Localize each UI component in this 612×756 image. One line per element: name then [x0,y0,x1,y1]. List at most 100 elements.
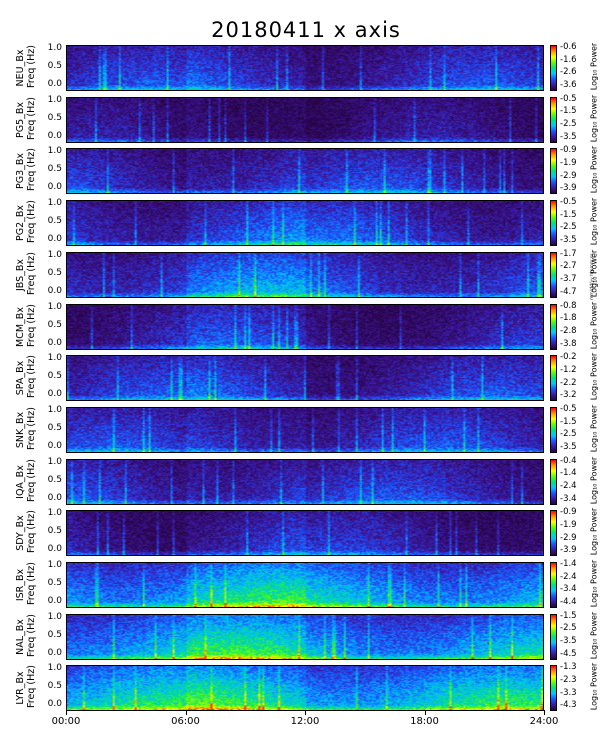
panel-spa: SPA_Bx Freq (Hz) 1.0 0.5 0.0 -0.2 -1.2 -2.2 -3.2… [0,352,612,402]
colorbar-unit: Log₁₀ Power [589,663,599,711]
colorbar-tick-label: -3.4 [560,584,577,595]
panel-lyr: LYR_Bx Freq (Hz) 1.0 0.5 0.0 -1.3 -2.3 -3.3 -4.3… [0,662,612,712]
freq-tick-label: 0.0 [47,440,62,451]
freq-ticks: 1.0 0.5 0.0 [30,249,62,298]
freq-tick-label: 0.0 [47,647,62,658]
colorbar-tick-label: -0.5 [560,93,577,104]
panel-mcm: MCM_Bx Freq (Hz) 1.0 0.5 0.0 -0.8 -1.8 -2.8 -3.8… [0,300,612,350]
colorbar-tick-label: -2.9 [560,532,577,543]
colorbar-tick-label: -3.9 [560,183,577,194]
spectrogram-image [67,149,543,194]
freq-tick-label: 0.0 [47,544,62,555]
freq-tick-label: 1.0 [47,301,62,312]
spectrogram-image [67,511,543,556]
colorbar-tick-label: -2.6 [560,67,577,78]
spectrogram-image [67,407,543,452]
colorbar-tick-label: -1.4 [560,559,577,569]
freq-tick-label: 0.0 [47,596,62,606]
colorbar-tick-label: -0.5 [560,197,577,208]
freq-tick-label: 0.0 [47,285,62,296]
colorbar-tick-label: -2.2 [560,377,577,388]
freq-tick-label: 0.5 [47,319,62,330]
spectrogram-pg2 [66,200,544,247]
panel-nal: NAL_Bx Freq (Hz) 1.0 0.5 0.0 -1.5 -2.5 -3.5 -4.5… [0,611,612,660]
freq-tick-label: 1.0 [47,198,62,209]
freq-tick-label: 0.0 [47,130,62,141]
freq-tick-label: 0.5 [47,526,62,537]
freq-ticks: 1.0 0.5 0.0 [30,508,62,556]
colorbar [550,665,557,712]
spectrogram-image [67,459,543,504]
colorbar-tick-label: -2.9 [560,170,577,181]
spectrogram-image [67,46,543,90]
freq-tick-label: 1.0 [47,43,62,53]
freq-tick-label: 1.0 [47,663,62,674]
spectrogram-image [67,201,543,246]
freq-ticks: 1.0 0.5 0.0 [30,560,62,608]
freq-tick-label: 1.0 [47,353,62,364]
spectrogram-sdy [66,510,544,557]
colorbar-unit: Log₁₀ Power [589,42,599,91]
colorbar-tick-label: -4.7 [560,286,577,297]
colorbar [550,562,557,608]
freq-tick-label: 0.0 [47,492,62,503]
freq-tick-label: 1.0 [47,146,62,157]
colorbar [550,251,557,298]
chart-title: 20180411 x axis [211,18,401,42]
freq-tick-label: 0.0 [47,234,62,245]
freq-ticks: 1.0 0.5 0.0 [30,353,62,401]
colorbar [550,406,557,453]
colorbar-unit: Log₁₀ Power [589,301,599,349]
colorbar-unit: Log₁₀ Power [589,352,599,401]
colorbar-unit: Log₁₀ Power [589,611,599,659]
x-tick-label: 12:00 [290,716,320,727]
spectrogram-nal [66,613,544,660]
freq-tick-label: 1.0 [47,611,62,622]
panel-isr: ISR_Bx Freq (Hz) 1.0 0.5 0.0 -1.4 -2.4 -3.4 -4.4… [0,559,612,608]
freq-ticks: 1.0 0.5 0.0 [30,663,62,711]
colorbar-tick-label: -1.3 [560,662,577,673]
colorbar [550,148,557,195]
colorbar-tick-label: -0.5 [560,403,577,414]
colorbar-tick-label: -2.5 [560,623,577,634]
colorbar-tick-label: -1.5 [560,416,577,427]
spectrogram-pg3 [66,148,544,195]
colorbar-tick-label: -3.5 [560,441,577,452]
colorbar-tick-label: -3.3 [560,687,577,698]
spectrogram-mcm [66,303,544,350]
colorbar [550,355,557,402]
colorbar-unit: Log₁₀ Power [589,146,599,194]
colorbar [550,200,557,247]
colorbar-tick-label: -2.7 [560,261,577,272]
x-tick-label: 24:00 [529,716,559,727]
x-tick-label: 18:00 [410,716,439,727]
credit-text: mm/dd/yy hh:mm:ss [590,253,595,300]
spectrogram-jbs [66,251,544,298]
colorbar-tick-label: -2.4 [560,571,577,582]
colorbar-tick-label: -1.6 [560,54,577,65]
colorbar-tick-label: -2.3 [560,675,577,686]
colorbar-tick-label: -4.5 [560,648,577,659]
spectrogram-image [67,666,543,711]
spectrogram-iqa [66,458,544,505]
colorbar-tick-label: -0.8 [560,300,577,311]
colorbar-tick-label: -0.9 [560,507,577,518]
spectrogram-image [67,563,543,607]
colorbar-tick-label: -1.8 [560,313,577,324]
x-tick-label: 06:00 [171,716,200,727]
colorbar-tick-label: -2.5 [560,119,577,130]
freq-tick-label: 0.5 [47,629,62,640]
freq-tick-label: 0.5 [47,267,62,278]
colorbar-tick-label: -2.4 [560,480,577,491]
spectrogram-isr [66,562,544,608]
freq-tick-label: 0.0 [47,337,62,348]
panel-sdy: SDY_Bx Freq (Hz) 1.0 0.5 0.0 -0.9 -1.9 -2.9 -3.9… [0,507,612,557]
freq-ticks: 1.0 0.5 0.0 [30,95,62,143]
freq-tick-label: 1.0 [47,456,62,467]
freq-tick-label: 0.5 [47,422,62,433]
panel-pg5: PG5_Bx Freq (Hz) 1.0 0.5 0.0 -0.5 -1.5 -2.5 -3.5… [0,93,612,143]
freq-tick-label: 1.0 [47,249,62,260]
freq-tick-label: 0.0 [47,182,62,193]
colorbar [550,458,557,505]
freq-tick-label: 0.5 [47,61,62,71]
